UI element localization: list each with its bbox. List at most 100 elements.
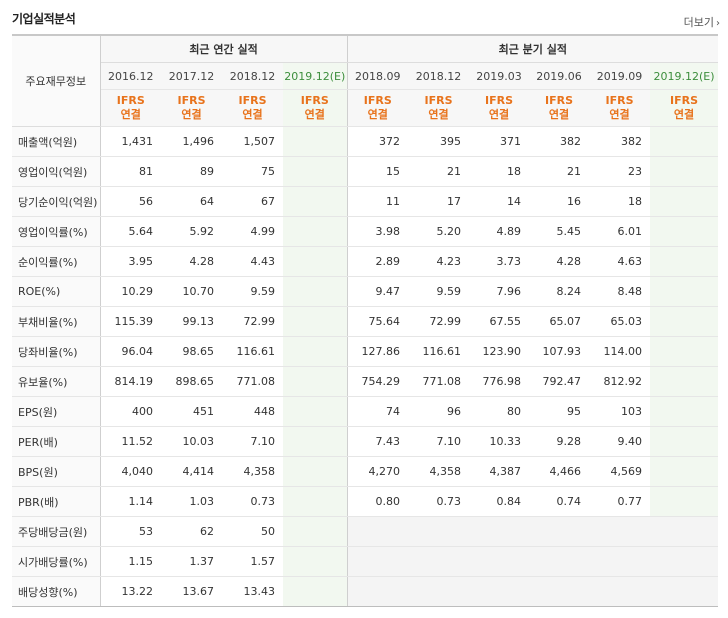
annual-value-cell [283,456,348,487]
quarter-value-cell: 771.08 [408,366,470,397]
table-row: 시가배당률(%) 1.15 1.37 1.57 [12,546,719,577]
annual-value-cell: 898.65 [161,366,222,397]
quarter-value-cell: 4.28 [529,246,590,277]
quarter-value-cell: 395 [408,126,470,157]
annual-value-cell [283,336,348,367]
quarter-value-cell: 7.96 [469,276,530,307]
quarter-value-cell: 776.98 [469,366,530,397]
row-label: 배당성향(%) [12,576,101,607]
quarter-value-cell: 5.20 [408,216,470,247]
quarter-value-cell [408,546,470,577]
row-label: 순이익률(%) [12,246,101,277]
annual-value-cell [283,246,348,277]
quarter-value-cell [529,546,590,577]
annual-value-cell: 98.65 [161,336,222,367]
row-label: 주당배당금(원) [12,516,101,547]
row-label: 영업이익(억원) [12,156,101,187]
accounting-standard: IFRS 연결 [589,89,651,127]
quarter-value-cell [347,546,409,577]
accounting-standard: IFRS 연결 [408,89,470,127]
table-row: EPS(원) 400 451 448 74 96 80 95 103 [12,396,719,427]
table-row: 영업이익률(%) 5.64 5.92 4.99 3.98 5.20 4.89 5.45 6.01 [12,216,719,247]
more-label: 더보기 [683,16,714,29]
row-label: BPS(원) [12,456,101,487]
annual-value-cell: 9.59 [222,276,283,307]
quarter-value-cell [650,456,719,487]
annual-value-cell: 771.08 [222,366,283,397]
consolidated-label: 연결 [242,108,263,121]
quarter-value-cell: 21 [529,156,590,187]
quarter-value-cell [650,336,719,367]
row-label: 매출액(억원) [12,126,101,157]
row-label: PBR(배) [12,486,101,517]
quarter-value-cell: 812.92 [589,366,651,397]
quarter-value-cell: 18 [589,186,651,217]
quarter-value-cell: 8.24 [529,276,590,307]
quarter-col-header: 2019.06 [529,62,590,90]
quarter-value-cell: 67.55 [469,306,530,337]
quarter-col-header: 2019.09 [589,62,651,90]
quarter-value-cell: 0.77 [589,486,651,517]
annual-value-cell [283,156,348,187]
consolidated-label: 연결 [488,108,510,121]
annual-col-header: 2016.12 [100,62,161,90]
annual-value-cell: 56 [100,186,161,217]
quarter-value-cell [469,576,530,607]
annual-value-cell: 1,431 [100,126,161,157]
quarter-value-cell: 21 [408,156,470,187]
annual-value-cell: 10.03 [161,426,222,457]
annual-value-cell [283,546,348,577]
consolidated-label: 연결 [367,108,388,121]
quarter-value-cell: 4.89 [469,216,530,247]
quarter-value-cell: 74 [347,396,409,427]
consolidated-label: 연결 [120,108,141,121]
quarter-value-cell: 123.90 [469,336,530,367]
accounting-standard: IFRS 연결 [222,89,283,127]
annual-value-cell [283,306,348,337]
annual-value-cell: 64 [161,186,222,217]
quarter-value-cell [347,576,409,607]
consolidated-label: 연결 [673,108,695,121]
accounting-standard: IFRS 연결 [650,89,719,127]
quarter-value-cell: 4,387 [469,456,530,487]
quarter-value-cell: 4.23 [408,246,470,277]
quarter-col-header: 2019.03 [469,62,530,90]
quarter-group-header: 최근 분기 실적 [347,34,719,63]
accounting-standard: IFRS 연결 [347,89,409,127]
quarter-value-cell [408,576,470,607]
ifrs-label: IFRS [177,94,206,107]
quarter-value-cell [589,516,651,547]
annual-value-cell: 5.92 [161,216,222,247]
quarter-value-cell [650,156,719,187]
quarter-value-cell: 17 [408,186,470,217]
quarter-value-cell [529,516,590,547]
row-header-label: 주요재무정보 [12,34,101,127]
consolidated-label: 연결 [181,108,202,121]
quarter-value-cell [650,576,719,607]
annual-value-cell: 4.43 [222,246,283,277]
consolidated-label: 연결 [548,108,570,121]
quarter-value-cell: 3.98 [347,216,409,247]
quarter-value-cell: 116.61 [408,336,470,367]
row-label: 당좌비율(%) [12,336,101,367]
consolidated-label: 연결 [304,108,325,121]
quarter-value-cell: 0.84 [469,486,530,517]
annual-value-cell [283,366,348,397]
quarter-value-cell [650,396,719,427]
quarter-value-cell: 382 [589,126,651,157]
annual-value-cell: 5.64 [100,216,161,247]
quarter-value-cell: 16 [529,186,590,217]
row-label: PER(배) [12,426,101,457]
quarter-value-cell [650,126,719,157]
annual-value-cell: 81 [100,156,161,187]
quarter-value-cell: 0.80 [347,486,409,517]
table-row: 매출액(억원) 1,431 1,496 1,507 372 395 371 382 382 [12,126,719,157]
quarter-value-cell [529,576,590,607]
quarter-value-cell: 6.01 [589,216,651,247]
quarter-value-cell: 4,569 [589,456,651,487]
row-label: ROE(%) [12,276,101,307]
quarter-value-cell [650,276,719,307]
more-link[interactable]: 더보기 › [684,14,720,30]
annual-value-cell: 96.04 [100,336,161,367]
